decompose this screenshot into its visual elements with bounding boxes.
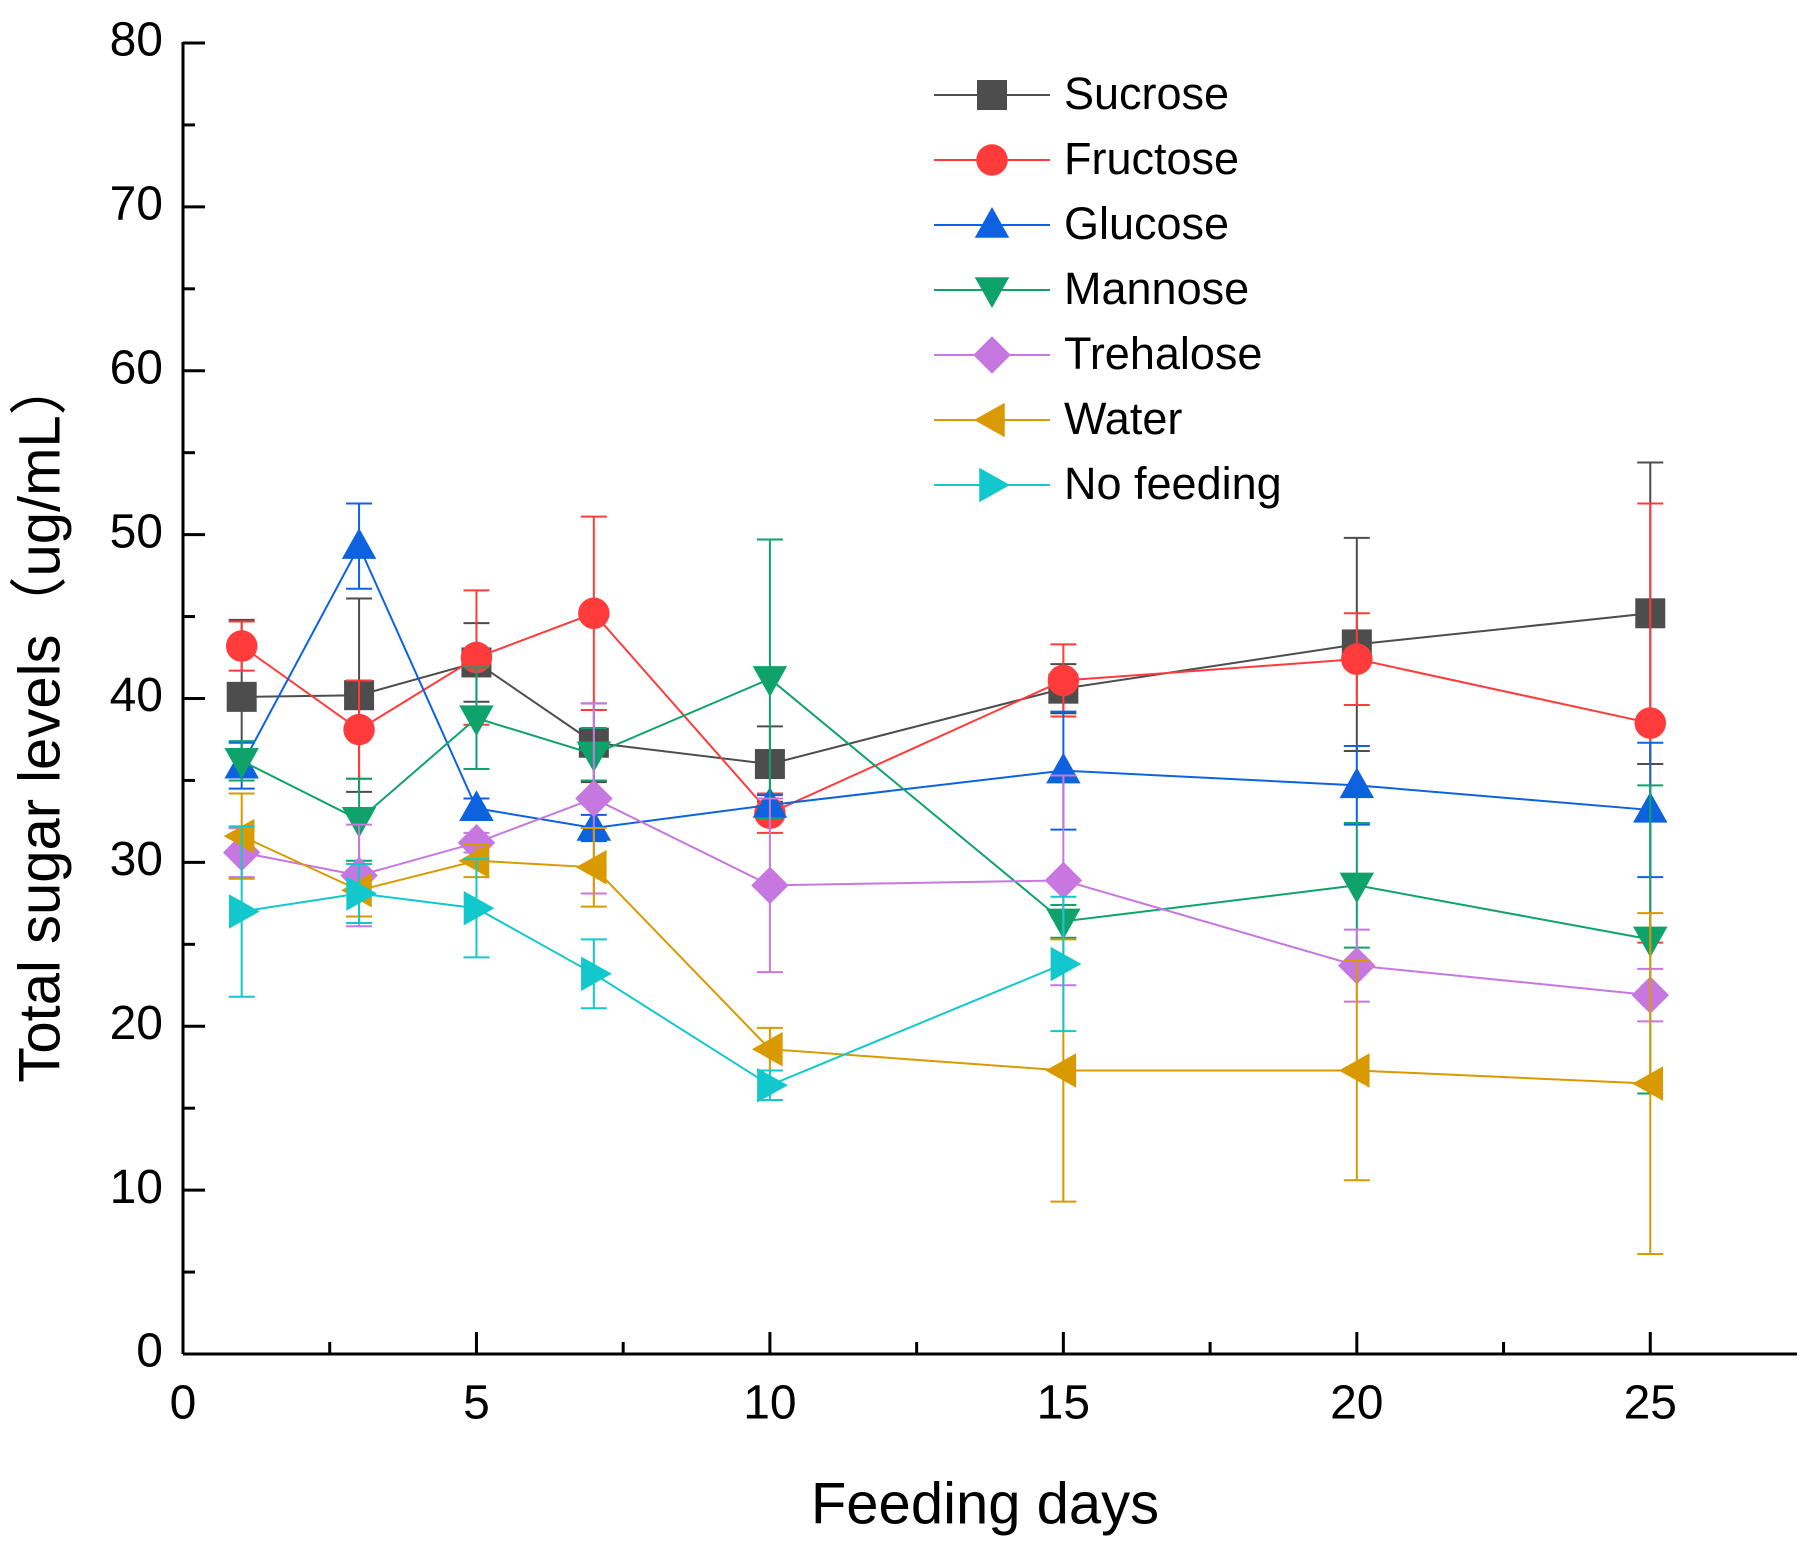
- marker: [1634, 707, 1667, 739]
- marker: [223, 818, 255, 854]
- y-tick-label: 30: [110, 833, 163, 886]
- series-line: [241, 797, 1651, 997]
- legend-marker: [979, 467, 1010, 503]
- marker: [341, 528, 377, 559]
- x-tick-label: 20: [1330, 1377, 1383, 1430]
- marker: [581, 956, 612, 992]
- y-tick-label: 80: [110, 14, 163, 67]
- marker: [1045, 1053, 1077, 1088]
- y-axis-label: Total sugar levels（ug/mL）: [7, 357, 72, 1082]
- series-line: [241, 612, 1651, 766]
- marker: [751, 866, 789, 905]
- marker: [575, 779, 613, 818]
- marker: [341, 807, 377, 838]
- legend-label: Water: [1064, 393, 1182, 444]
- series-line: [241, 677, 1651, 941]
- marker: [1338, 1053, 1370, 1088]
- marker: [751, 1031, 783, 1067]
- legend-label: Glucose: [1064, 198, 1229, 249]
- y-tick-label: 50: [110, 505, 163, 558]
- x-tick-label: 10: [743, 1377, 796, 1430]
- legend-marker: [976, 144, 1008, 176]
- marker: [225, 630, 258, 662]
- series-line: [241, 835, 1651, 1085]
- marker: [1044, 861, 1083, 900]
- series: [228, 825, 1082, 1103]
- marker: [458, 843, 490, 878]
- marker: [578, 597, 610, 630]
- y-tick-label: 40: [110, 669, 163, 722]
- marker: [460, 641, 493, 674]
- x-axis-label: Feeding days: [811, 1471, 1159, 1536]
- marker: [459, 705, 494, 737]
- x-tick-label: 0: [170, 1377, 197, 1430]
- series: [223, 792, 1664, 1256]
- marker: [1050, 946, 1082, 982]
- y-tick-label: 70: [110, 178, 163, 231]
- legend-marker: [977, 80, 1007, 110]
- series-line: [240, 543, 1651, 829]
- legend-marker: [974, 402, 1005, 438]
- marker: [343, 713, 375, 746]
- y-tick-label: 20: [110, 997, 163, 1050]
- marker: [1339, 872, 1375, 904]
- legend-marker: [974, 207, 1010, 238]
- legend-label: Trehalose: [1064, 328, 1262, 379]
- series-line: [241, 892, 1064, 1087]
- marker: [1047, 664, 1080, 697]
- marker: [575, 850, 607, 885]
- marker: [757, 1067, 788, 1103]
- legend-label: No feeding: [1064, 458, 1282, 509]
- marker: [1339, 767, 1375, 799]
- marker: [1341, 643, 1373, 675]
- marker: [346, 876, 378, 911]
- marker: [463, 891, 495, 926]
- legend: Sucrose Fructose Glucose Mannose Trehalose Wa…: [934, 68, 1282, 509]
- legend-label: Mannose: [1064, 263, 1249, 314]
- y-tick-label: 60: [110, 341, 163, 394]
- y-tick-label: 0: [136, 1325, 163, 1378]
- marker: [228, 894, 260, 929]
- legend-marker: [973, 336, 1011, 374]
- legend-label: Fructose: [1064, 133, 1239, 184]
- marker: [224, 748, 259, 779]
- series-line: [241, 612, 1651, 815]
- marker: [1632, 1066, 1664, 1101]
- legend-marker: [974, 277, 1010, 308]
- marker: [459, 790, 494, 822]
- x-tick-label: 25: [1624, 1377, 1677, 1430]
- marker: [226, 681, 257, 712]
- series: [226, 461, 1666, 803]
- x-tick-label: 15: [1037, 1377, 1090, 1430]
- series: [224, 538, 1668, 1095]
- series: [225, 502, 1667, 944]
- marker: [752, 666, 788, 697]
- y-tick-label: 10: [110, 1161, 163, 1214]
- legend-label: Sucrose: [1064, 68, 1229, 119]
- series: [224, 502, 1668, 879]
- x-tick-label: 5: [463, 1377, 490, 1430]
